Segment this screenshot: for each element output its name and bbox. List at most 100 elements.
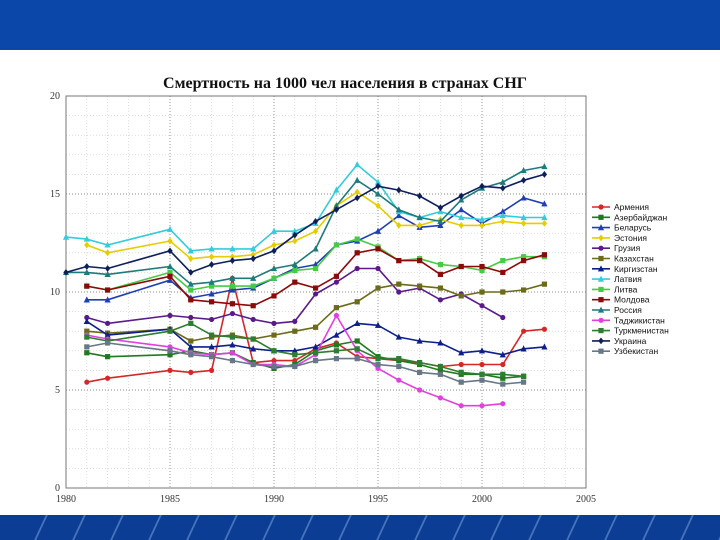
data-point <box>500 269 506 276</box>
data-point <box>188 320 194 326</box>
data-point <box>313 291 319 297</box>
data-point <box>271 348 277 354</box>
data-point <box>499 178 506 185</box>
data-point <box>250 303 256 309</box>
legend-marker <box>598 286 604 293</box>
data-point <box>479 303 485 309</box>
legend-item: Литва <box>592 284 638 294</box>
band-stripe <box>262 515 276 540</box>
data-point <box>229 334 236 340</box>
series-Туркменистан <box>84 320 527 379</box>
legend-marker <box>598 255 604 262</box>
y-tick-label: 10 <box>50 287 60 298</box>
data-point <box>250 245 257 252</box>
legend-label: Беларусь <box>614 223 652 233</box>
y-tick-label: 5 <box>55 385 60 396</box>
band-stripe <box>110 515 124 540</box>
data-point <box>271 247 277 255</box>
legend-marker <box>597 224 605 231</box>
data-point <box>105 354 111 360</box>
legend-marker <box>598 337 604 345</box>
data-point <box>229 245 236 252</box>
data-point <box>500 258 506 264</box>
data-point <box>437 371 444 377</box>
chart-title: Смертность на 1000 чел населения в стран… <box>163 75 527 92</box>
data-point <box>229 257 236 265</box>
data-point <box>333 348 340 354</box>
data-point <box>520 328 527 334</box>
data-point <box>354 250 360 256</box>
legend-item: Узбекистан <box>592 346 658 356</box>
legend-item: Украина <box>592 336 647 346</box>
data-point <box>104 249 111 257</box>
data-point <box>104 270 111 277</box>
band-stripe <box>34 515 48 540</box>
data-point <box>188 269 194 276</box>
data-point <box>375 182 381 190</box>
legend: АрменияАзербайджанБеларусьЭстонияГрузияК… <box>592 202 669 356</box>
legend-marker <box>598 297 604 303</box>
data-point <box>333 312 340 319</box>
legend-marker <box>598 214 604 220</box>
legend-item: Киргизстан <box>592 264 658 274</box>
data-point <box>291 261 298 268</box>
data-point <box>520 379 527 385</box>
data-point <box>520 194 527 201</box>
legend-label: Узбекистан <box>614 346 658 356</box>
data-point <box>333 279 340 285</box>
legend-item: Россия <box>592 305 642 315</box>
data-point <box>167 348 173 354</box>
data-point <box>105 340 111 346</box>
data-point <box>208 253 215 261</box>
legend-item: Беларусь <box>592 223 652 233</box>
data-point <box>437 297 444 303</box>
data-point <box>500 218 506 225</box>
data-point <box>229 341 236 348</box>
legend-label: Латвия <box>614 274 642 284</box>
data-point <box>209 367 215 374</box>
legend-marker <box>597 265 605 272</box>
data-point <box>187 343 194 350</box>
data-point <box>437 221 444 228</box>
data-point <box>396 356 402 362</box>
data-point <box>312 324 319 330</box>
data-point <box>520 214 527 221</box>
data-point <box>478 216 486 223</box>
data-point <box>437 217 444 225</box>
data-point <box>292 231 298 239</box>
data-point <box>208 278 215 285</box>
legend-label: Азербайджан <box>614 212 667 222</box>
data-point <box>167 312 173 319</box>
data-point <box>416 214 423 221</box>
x-tick-label: 1985 <box>160 494 180 505</box>
band-stripe <box>414 515 428 540</box>
data-point <box>229 350 235 356</box>
data-point <box>229 286 236 293</box>
data-point <box>520 258 527 264</box>
data-point <box>500 184 506 192</box>
band-stripe <box>490 515 504 540</box>
data-point <box>84 344 90 350</box>
data-point <box>374 227 382 234</box>
data-point <box>395 206 402 213</box>
data-point <box>271 275 277 281</box>
band-stripe <box>300 515 314 540</box>
plot-frame <box>65 95 587 489</box>
data-point <box>396 186 402 194</box>
data-point <box>166 225 174 232</box>
data-point <box>458 293 464 299</box>
legend-marker <box>597 306 605 313</box>
x-tick-label: 1990 <box>264 494 284 505</box>
data-point <box>292 352 298 358</box>
legend-label: Украина <box>614 336 647 346</box>
data-point <box>167 273 173 279</box>
data-point <box>437 271 444 277</box>
data-point <box>84 379 90 385</box>
legend-label: Грузия <box>614 243 641 253</box>
series-line <box>86 342 524 385</box>
data-point <box>188 287 194 293</box>
data-point <box>354 161 361 168</box>
data-point <box>374 190 382 197</box>
data-point <box>541 200 548 207</box>
legend-label: Казахстан <box>614 254 654 264</box>
